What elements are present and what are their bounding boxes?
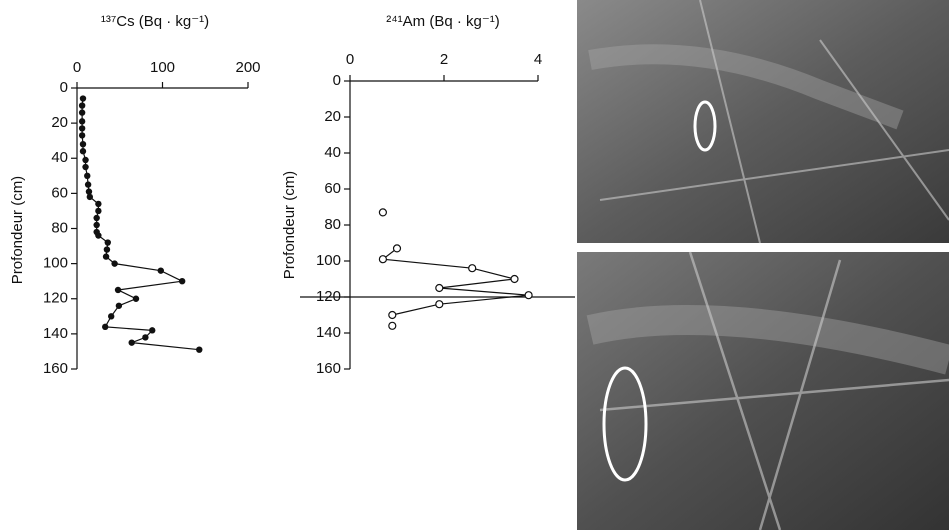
y-tick-label: 120 xyxy=(43,290,68,307)
data-point xyxy=(435,300,444,309)
data-point xyxy=(388,321,397,330)
data-point xyxy=(93,214,100,222)
data-point xyxy=(95,207,102,215)
data-point xyxy=(510,274,519,284)
data-point xyxy=(128,339,135,346)
y-tick-label: 160 xyxy=(43,360,68,377)
photo-top xyxy=(577,0,949,244)
data-point xyxy=(78,118,86,125)
y-tick-label: 40 xyxy=(51,149,68,166)
data-point xyxy=(84,172,91,180)
y-tick-label: 40 xyxy=(324,144,341,161)
data-point xyxy=(392,244,402,253)
y-tick-label: 0 xyxy=(60,79,68,96)
data-point xyxy=(142,334,149,341)
data-point xyxy=(468,264,477,273)
data-line xyxy=(381,247,529,316)
data-point xyxy=(378,208,387,217)
data-point xyxy=(78,102,86,109)
data-point xyxy=(84,181,92,188)
data-point xyxy=(102,323,109,331)
data-point xyxy=(95,232,102,239)
data-point xyxy=(79,95,87,102)
data-point xyxy=(86,193,94,201)
data-point xyxy=(95,200,102,208)
x-tick-label: 100 xyxy=(150,59,175,76)
data-point xyxy=(157,267,164,274)
y-tick-label: 80 xyxy=(51,219,68,236)
data-point xyxy=(103,246,111,253)
data-point xyxy=(111,260,118,267)
y-tick-label: 20 xyxy=(51,114,68,131)
y-tick-label: 140 xyxy=(43,325,68,342)
data-point xyxy=(79,148,87,155)
data-point xyxy=(78,109,86,116)
y-tick-label: 0 xyxy=(333,72,341,89)
y-tick-label: 100 xyxy=(43,255,68,272)
data-point xyxy=(79,141,87,148)
y-tick-label: 80 xyxy=(324,216,341,233)
y-tick-label: 100 xyxy=(316,252,341,269)
data-point xyxy=(102,253,110,260)
data-point xyxy=(178,277,186,285)
data-point xyxy=(104,239,111,246)
data-point xyxy=(149,327,156,334)
y-tick-label: 60 xyxy=(51,184,68,201)
data-point xyxy=(388,310,397,320)
data-point xyxy=(108,313,115,320)
y-axis-label: Profondeur (cm) xyxy=(9,176,26,284)
data-point xyxy=(115,302,123,309)
data-point xyxy=(196,346,203,353)
data-point xyxy=(82,163,89,171)
data-point xyxy=(93,221,100,229)
y-tick-label: 60 xyxy=(324,180,341,197)
x-tick-label: 2 xyxy=(440,51,448,68)
chart-title: ²⁴¹Am (Bq · kg⁻¹) xyxy=(386,13,500,30)
data-point xyxy=(435,283,444,293)
y-tick-label: 140 xyxy=(316,324,341,341)
data-point xyxy=(524,291,533,300)
x-tick-label: 0 xyxy=(73,59,81,76)
data-point xyxy=(78,132,86,139)
data-point xyxy=(82,156,89,164)
x-tick-label: 0 xyxy=(346,51,354,68)
data-point xyxy=(85,188,93,195)
y-tick-label: 160 xyxy=(316,360,341,377)
data-point xyxy=(378,255,387,264)
y-tick-label: 20 xyxy=(324,108,341,125)
data-point xyxy=(114,286,122,294)
x-tick-label: 200 xyxy=(235,59,260,76)
y-axis-label: Profondeur (cm) xyxy=(281,171,298,279)
x-tick-label: 4 xyxy=(534,51,542,68)
chart-title: ¹³⁷Cs (Bq · kg⁻¹) xyxy=(101,13,209,30)
photo-bottom xyxy=(577,251,949,530)
data-point xyxy=(132,295,140,302)
data-point xyxy=(78,125,86,132)
